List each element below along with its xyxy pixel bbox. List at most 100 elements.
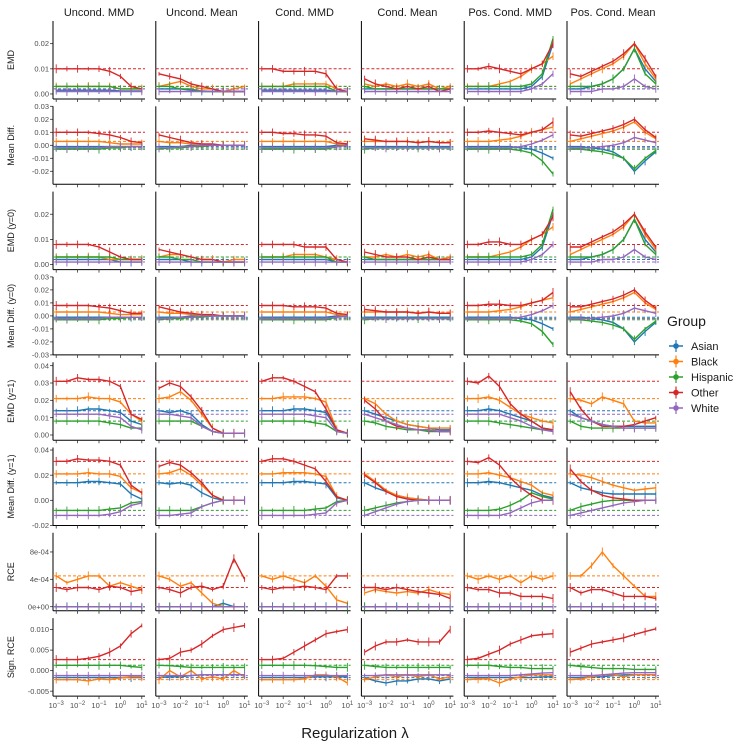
panel-emd-y-1-pos-cond-mmd — [463, 362, 557, 444]
panel-emd-y-1-uncond-mmd — [52, 362, 145, 444]
y-tick-label: 0.02 — [34, 471, 49, 480]
panel-mean-diff-y-1-pos-cond-mmd — [463, 447, 557, 529]
y-tick-label: 0.01 — [34, 235, 49, 244]
panel-sign-rce-pos-cond-mmd — [463, 618, 557, 700]
x-tick-label: 101 — [342, 701, 354, 710]
x-tick-label: 100 — [526, 701, 538, 710]
row-label-mean-diff: Mean Diff. — [6, 125, 16, 166]
legend-label: White — [691, 403, 719, 415]
legend-label: Asian — [691, 341, 719, 353]
panel-rce-pos-cond-mean — [566, 532, 659, 614]
x-axis-label: Regularization λ — [301, 725, 409, 742]
y-tick-label: 0.000 — [30, 666, 49, 675]
panel-emd-y-0-cond-mmd — [258, 191, 351, 273]
x-tick-label: 101 — [239, 701, 251, 710]
x-tick-label: 10−3 — [563, 701, 579, 710]
x-tick-label: 100 — [217, 701, 229, 710]
column-title-uncond-mean: Uncond. Mean — [166, 7, 238, 19]
panel-emd-y-0-uncond-mmd — [52, 191, 145, 273]
row-label-mean-diff-y-0: Mean Diff. (y=0) — [6, 284, 16, 348]
panel-mean-diff-y-0-uncond-mean — [155, 276, 248, 358]
x-tick-label: 10−1 — [503, 701, 519, 710]
y-tick-label: 0.01 — [34, 413, 49, 422]
panel-emd-y-1-pos-cond-mean — [566, 362, 659, 444]
x-tick-label: 100 — [629, 701, 641, 710]
panel-emd-uncond-mean — [155, 21, 248, 102]
row-label-emd-y-1: EMD (y=1) — [6, 380, 16, 423]
x-tick-label: 101 — [136, 701, 148, 710]
y-tick-label: -0.02 — [32, 521, 49, 530]
x-tick-label: 10−2 — [70, 701, 86, 710]
x-tick-label: 10−1 — [194, 701, 210, 710]
panel-mean-diff-y-0-pos-cond-mean — [566, 276, 659, 358]
panel-sign-rce-cond-mean — [360, 618, 454, 700]
x-tick-label: 101 — [547, 701, 559, 710]
panel-emd-y-0-pos-cond-mean — [566, 191, 659, 273]
y-tick-label: 0e+00 — [28, 602, 49, 611]
panel-mean-diff-pos-cond-mmd — [463, 106, 557, 188]
y-tick-label: 0.02 — [34, 396, 49, 405]
x-tick-label: 10−2 — [481, 701, 497, 710]
x-tick-label: 100 — [423, 701, 435, 710]
panel-mean-diff-cond-mean — [360, 106, 454, 188]
panel-mean-diff-y-1-cond-mean — [360, 447, 454, 529]
panel-emd-uncond-mmd — [52, 21, 145, 102]
y-tick-label: 0.02 — [34, 210, 49, 219]
y-tick-label: -0.03 — [32, 351, 49, 360]
panel-emd-cond-mmd — [258, 21, 351, 102]
panel-mean-diff-y-0-pos-cond-mmd — [463, 276, 557, 358]
y-tick-label: 0.01 — [34, 299, 49, 308]
panel-sign-rce-cond-mmd — [258, 618, 351, 700]
y-tick-label: -0.01 — [32, 325, 49, 334]
x-tick-label: 10−2 — [584, 701, 600, 710]
panel-sign-rce-uncond-mean — [155, 618, 248, 700]
legend-swatch-point — [673, 389, 679, 396]
legend-item-other: Other — [669, 386, 719, 400]
x-tick-label: 10−1 — [400, 701, 416, 710]
row-label-emd: EMD — [6, 50, 16, 71]
y-tick-label: 4e-04 — [30, 575, 49, 584]
panel-mean-diff-pos-cond-mean — [566, 106, 659, 188]
x-tick-label: 10−3 — [460, 701, 476, 710]
legend-swatch-point — [673, 374, 679, 380]
column-title-pos-cond-mmd: Pos. Cond. MMD — [468, 7, 552, 19]
y-tick-label: 0.02 — [34, 39, 49, 48]
panel-emd-y-1-uncond-mean — [155, 362, 248, 444]
row-label-sign-rce: Sign. RCE — [6, 636, 16, 678]
panel-mean-diff-uncond-mmd — [52, 106, 145, 188]
panel-rce-cond-mean — [360, 532, 454, 614]
x-tick-label: 10−2 — [378, 701, 394, 710]
y-tick-label: 0.00 — [34, 90, 49, 99]
y-tick-label: 0.00 — [34, 260, 49, 269]
x-tick-label: 10−1 — [297, 701, 313, 710]
panel-mean-diff-y-0-uncond-mmd — [52, 276, 145, 358]
panel-sign-rce-pos-cond-mean — [566, 618, 659, 700]
x-tick-label: 10−3 — [357, 701, 373, 710]
panel-emd-y-0-pos-cond-mmd — [463, 191, 557, 273]
legend: Group Asian Black Hispanic Other White — [667, 313, 734, 415]
x-tick-label: 10−1 — [91, 701, 107, 710]
x-axis-ticks: 10−3 10−2 10−1 100 101 10−3 10−2 10−1 100 101 10−3… — [49, 701, 663, 710]
row-label-mean-diff-y-1: Mean Diff. (y=1) — [6, 454, 16, 518]
panel-rce-uncond-mean — [155, 532, 248, 614]
legend-label: Hispanic — [691, 372, 734, 384]
panel-mean-diff-y-1-uncond-mmd — [52, 447, 145, 529]
y-tick-label: -0.005 — [28, 687, 49, 696]
column-title-cond-mmd: Cond. MMD — [275, 7, 334, 19]
panel-emd-pos-cond-mmd — [463, 21, 557, 102]
y-tick-label: 8e-04 — [30, 548, 49, 557]
legend-swatch-point — [673, 343, 679, 349]
legend-swatch-point — [673, 405, 679, 411]
column-title-cond-mean: Cond. Mean — [377, 7, 437, 19]
series-line-other — [467, 216, 554, 246]
y-tick-label: 0.01 — [34, 128, 49, 137]
chart-panels — [52, 21, 659, 700]
y-tick-label: 0.005 — [30, 646, 49, 655]
panel-rce-cond-mmd — [258, 532, 351, 614]
legend-item-black: Black — [669, 355, 718, 369]
y-tick-label: -0.02 — [32, 167, 49, 176]
column-titles: Uncond. MMD Uncond. Mean Cond. MMD Cond. Me… — [64, 7, 656, 19]
column-title-uncond-mmd: Uncond. MMD — [64, 7, 134, 19]
